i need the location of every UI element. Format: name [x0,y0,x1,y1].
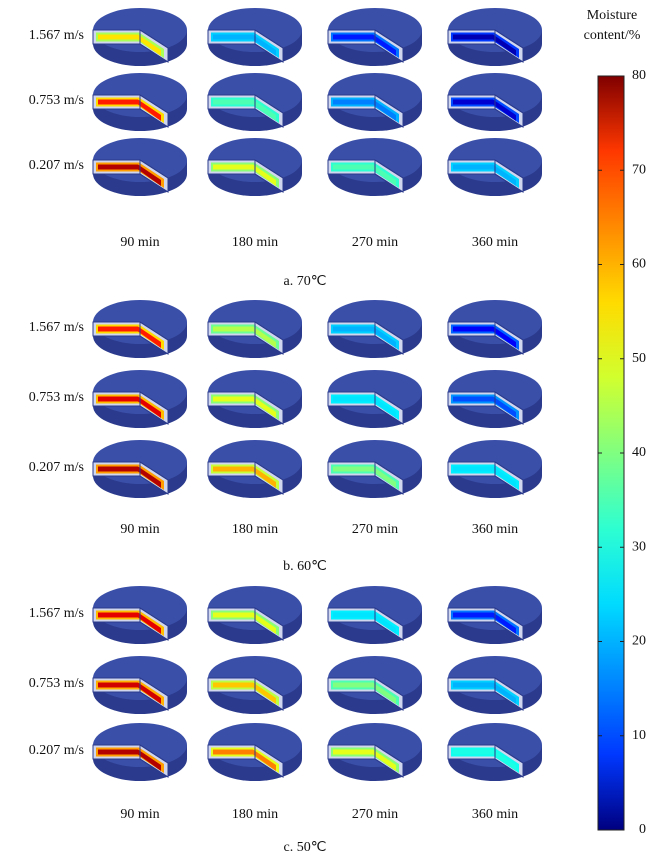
sample-disk [328,586,422,644]
sample-disk [448,656,542,714]
row-label: 0.207 m/s [29,460,84,475]
sample-disk [328,656,422,714]
sample-disk [448,723,542,781]
colorbar-tick-label: 10 [632,728,646,743]
row-label: 0.753 m/s [29,93,84,108]
sample-disk [448,586,542,644]
column-label: 180 min [232,522,278,537]
sample-disk [93,138,187,196]
colorbar-tick-label: 50 [632,351,646,366]
sample-disk [93,723,187,781]
colorbar-tick-label: 70 [632,162,646,177]
colorbar-tick-label: 60 [632,257,646,272]
colorbar-tick-label: 0 [639,822,646,837]
colorbar-title: content/% [584,28,641,43]
column-label: 180 min [232,807,278,822]
column-label: 360 min [472,807,518,822]
colorbar-tick-label: 20 [632,634,646,649]
sample-disk [208,300,302,358]
column-label: 270 min [352,522,398,537]
sample-disk [448,300,542,358]
sample-disk [93,656,187,714]
sample-disk [93,586,187,644]
row-label: 1.567 m/s [29,606,84,621]
row-label: 1.567 m/s [29,320,84,335]
column-label: 180 min [232,235,278,250]
row-label: 0.207 m/s [29,743,84,758]
column-label: 270 min [352,807,398,822]
row-label: 1.567 m/s [29,28,84,43]
sample-disk [328,300,422,358]
row-label: 0.753 m/s [29,676,84,691]
colorbar-tick-label: 80 [632,68,646,83]
sample-disk [328,370,422,428]
sample-disk [208,440,302,498]
colorbar-tick-label: 40 [632,445,646,460]
sample-disk [208,656,302,714]
sample-disk [328,8,422,66]
figure: 1.567 m/s 0.753 m/s 0.207 m/s 90 min 180 min… [0,0,652,854]
colorbar-title: Moisture [587,8,638,23]
sample-disk [208,138,302,196]
sample-disk [93,440,187,498]
column-label: 90 min [120,235,159,250]
sample-disk [208,586,302,644]
row-label: 0.753 m/s [29,390,84,405]
column-label: 90 min [120,807,159,822]
column-label: 270 min [352,235,398,250]
sample-disk [93,300,187,358]
colorbar-tick-label: 30 [632,539,646,554]
panel-caption: b. 60℃ [283,559,327,574]
sample-disk [93,370,187,428]
sample-disk [328,723,422,781]
sample-disk [328,138,422,196]
column-label: 360 min [472,522,518,537]
panel-caption: c. 50℃ [284,840,327,854]
row-label: 0.207 m/s [29,158,84,173]
column-label: 360 min [472,235,518,250]
sample-disk [328,440,422,498]
sample-disk [448,8,542,66]
sample-disk [208,73,302,131]
sample-disk [448,370,542,428]
sample-disk [93,8,187,66]
sample-disk [208,723,302,781]
sample-disk [93,73,187,131]
sample-disk [208,8,302,66]
sample-disk [448,73,542,131]
sample-disk [448,440,542,498]
sample-disk [208,370,302,428]
sample-disk [328,73,422,131]
column-label: 90 min [120,522,159,537]
sample-disk [448,138,542,196]
panel-caption: a. 70℃ [284,274,327,289]
